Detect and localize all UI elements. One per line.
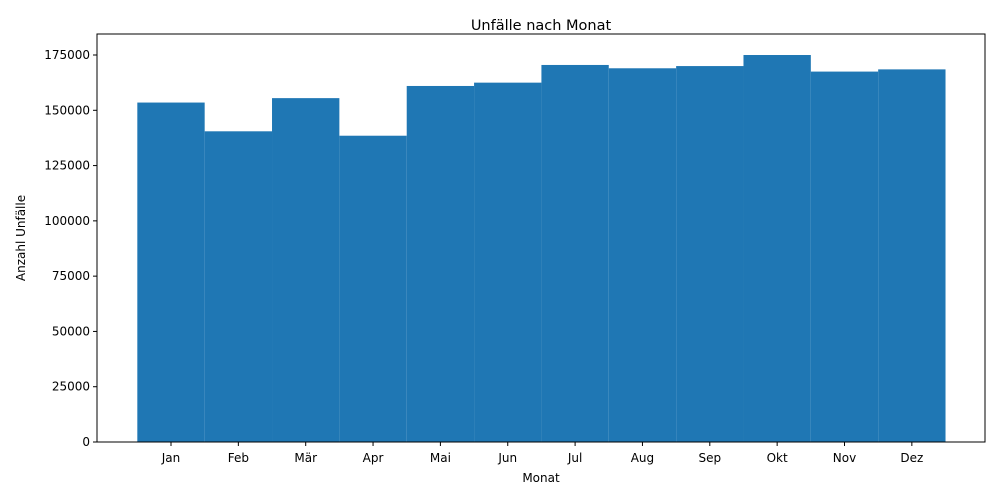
x-tick-label: Mär <box>294 451 317 465</box>
x-tick-label: Aug <box>631 451 654 465</box>
y-tick-label: 75000 <box>52 269 90 283</box>
x-axis: Jan Feb Mär Apr Mai Jun Jul Aug Sep Okt Nov Dez <box>161 442 923 465</box>
y-axis-title: Anzahl Unfälle <box>14 195 28 281</box>
bar-jun <box>474 82 542 443</box>
x-tick-label: Okt <box>767 451 788 465</box>
bar-apr <box>339 135 407 442</box>
bar-jan <box>137 102 205 443</box>
x-axis-title: Monat <box>522 471 560 485</box>
x-tick-label: Apr <box>363 451 384 465</box>
x-tick-label: Jan <box>161 451 181 465</box>
y-axis: 0 25000 50000 75000 100000 125000 150000 175000 <box>44 48 97 449</box>
x-tick-label: Jun <box>497 451 517 465</box>
chart-title: Unfälle nach Monat <box>471 18 612 34</box>
y-tick-label: 50000 <box>52 324 90 338</box>
bar-mai <box>406 85 475 442</box>
y-tick-label: 175000 <box>44 48 90 62</box>
y-tick-label: 150000 <box>44 103 90 117</box>
bars-group <box>137 55 946 443</box>
x-tick-label: Mai <box>430 451 451 465</box>
y-tick-label: 0 <box>82 435 90 449</box>
x-tick-label: Feb <box>228 451 249 465</box>
x-tick-label: Sep <box>698 451 721 465</box>
y-tick-label: 25000 <box>52 380 90 394</box>
y-tick-label: 100000 <box>44 214 90 228</box>
bar-sep <box>676 66 744 442</box>
plot-frame <box>96 33 986 443</box>
x-tick-label: Jul <box>567 451 582 465</box>
bar-mär <box>272 98 340 442</box>
bar-jul <box>541 64 609 443</box>
bar-okt <box>743 55 811 442</box>
bar-dez <box>878 69 946 442</box>
bar-nov <box>810 71 879 442</box>
x-tick-label: Dez <box>900 451 923 465</box>
y-tick-label: 125000 <box>44 159 90 173</box>
bar-aug <box>608 68 677 442</box>
x-tick-label: Nov <box>833 451 856 465</box>
bar-feb <box>204 131 273 443</box>
